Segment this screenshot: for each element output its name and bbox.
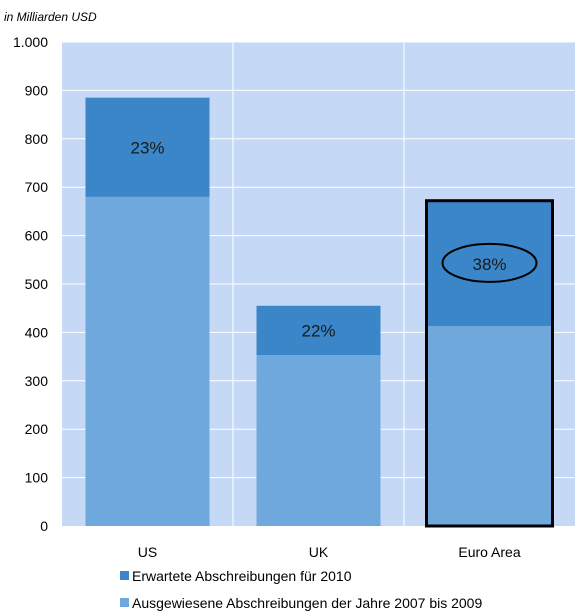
legend-label: Ausgewiesene Abschreibungen der Jahre 20… [132, 595, 482, 611]
bar-segment-expected [427, 201, 552, 327]
y-tick-label: 400 [25, 324, 49, 340]
highlight-frame [425, 199, 554, 528]
bar-segment-reported [256, 355, 381, 526]
unit-label: in Milliarden USD [4, 10, 97, 24]
bar-segment-reported [427, 326, 552, 526]
bar-segment-expected [85, 97, 210, 197]
x-axis: US UK Euro Area [138, 544, 521, 560]
y-tick-label: 500 [25, 276, 49, 292]
y-tick-label: 900 [25, 82, 49, 98]
legend: Erwartete Abschreibungen für 2010 Ausgewi… [120, 568, 482, 611]
y-tick-label: 0 [40, 518, 48, 534]
bar-percentage-label: 22% [301, 321, 335, 340]
y-tick-label: 800 [25, 131, 49, 147]
legend-swatch [120, 598, 129, 607]
y-tick-label: 200 [25, 421, 49, 437]
x-tick-label: UK [309, 544, 329, 560]
bar-segment-expected [256, 305, 381, 356]
y-axis: 0 100 200 300 400 500 600 700 800 900 1.000 [13, 34, 48, 534]
x-tick-label: Euro Area [458, 544, 520, 560]
highlight-ellipse [441, 242, 538, 283]
y-tick-label: 1.000 [13, 34, 48, 50]
y-tick-label: 100 [25, 470, 49, 486]
legend-swatch [120, 571, 129, 580]
bars: 23% 22% 38% [85, 97, 554, 528]
bar-percentage-label: 38% [472, 255, 506, 274]
y-tick-label: 300 [25, 373, 49, 389]
x-tick-label: US [138, 544, 157, 560]
legend-label: Erwartete Abschreibungen für 2010 [132, 568, 352, 584]
bar-percentage-label: 23% [130, 138, 164, 157]
y-tick-label: 700 [25, 179, 49, 195]
y-tick-label: 600 [25, 228, 49, 244]
bar-segment-reported [85, 196, 210, 526]
